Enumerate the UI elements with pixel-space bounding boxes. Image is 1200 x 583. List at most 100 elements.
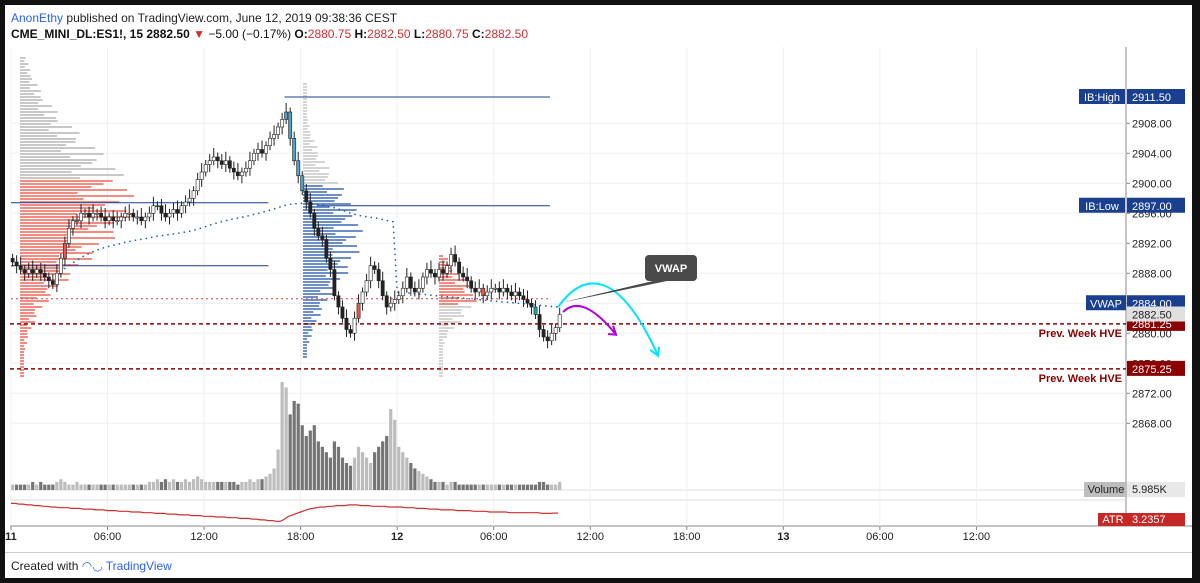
candle-body [219,160,224,165]
volume-bar [147,481,151,490]
candle-body [79,212,83,222]
volume-bar [348,465,353,490]
volume-profile-bar-day1 [20,99,43,101]
volume-profile-bar-day1 [20,276,48,278]
vwap-callout-label: VWAP [655,263,687,275]
volume-profile-bar-day1 [20,174,124,176]
volume-bar [513,484,518,490]
candle-body [107,216,112,222]
volume-bar [236,484,240,490]
volume-profile-bar-day2 [303,356,307,358]
volume-profile-bar-day2 [303,290,321,292]
footer-credit[interactable]: Created with ◠◡ TradingView [11,559,172,573]
volume-profile-bar-day1 [20,354,24,356]
volume-profile-bar-day2 [303,308,322,310]
volume-bar [260,479,264,490]
candle-body [147,212,152,218]
volume-bar [119,484,123,490]
volume-profile-bar-day2 [303,197,339,199]
volume-bar [332,441,337,490]
volume-profile-bar-day1 [20,264,79,266]
volume-profile-bar-day2 [303,344,307,346]
volume-profile-bar-day1 [20,141,76,143]
cyan-forecast-arrow [557,282,659,357]
candle-body [348,329,353,334]
level-tag-label: Prev. Week HVE [1039,328,1122,340]
down-arrow-icon: ▼ [193,27,205,41]
volume-bar [167,481,172,490]
volume-tag-box [1084,482,1128,497]
volume-profile-bar-day2 [303,230,363,232]
volume-bar [35,484,39,490]
y-tick-label: 2872.00 [1132,388,1172,400]
volume-profile-bar-day1 [20,156,71,158]
candle-body [344,317,349,330]
volume-profile-bar-day2 [303,146,318,148]
candle-body [481,287,486,297]
volume-profile-bar-day1 [20,324,28,326]
candle-body [537,314,542,330]
volume-profile-bar-day2 [303,236,356,238]
volume-bar [159,481,164,490]
candle-body [163,212,168,218]
candle-body [183,201,188,207]
candle-body [199,171,204,180]
volume-profile-bar-day2 [303,218,346,220]
candle-body [22,269,27,274]
volume-bar [373,452,377,490]
volume-profile-bar-day1 [20,333,28,335]
candle-body [256,149,260,154]
atr-value-box [1127,513,1185,526]
volume-profile-bar-day3 [439,372,443,374]
volume-bar [99,484,103,490]
volume-bar [489,484,493,490]
publish-info: published on TradingView.com, June 12, 2… [66,11,398,25]
close-label: C: [471,27,485,41]
volume-bar [413,468,417,490]
volume-profile-bar-day2 [303,119,309,121]
volume-profile-bar-day1 [20,96,41,98]
volume-profile-bar-day1 [20,153,104,155]
volume-bar [405,457,409,490]
atr-tag-label: ATR [1102,514,1123,526]
candle-body [171,209,176,214]
volume-bar [192,479,196,490]
candle-body [280,119,285,128]
volume-profile-bar-day1 [20,207,95,209]
volume-bar [441,481,445,490]
volume-bar [75,481,79,490]
candle-body [58,257,63,274]
candle-body [30,269,35,274]
volume-profile-bar-day3 [439,288,464,290]
author-name[interactable]: AnonEthy [11,11,64,25]
high-label: H: [354,27,368,41]
candle-body [392,299,397,304]
volume-profile-bar-day2 [303,113,307,115]
volume-profile-bar-day2 [303,245,357,247]
volume-bar [232,481,236,490]
volume-profile-bar-day1 [20,222,115,224]
volume-profile-bar-day1 [20,171,72,173]
volume-profile-bar-day1 [20,312,35,314]
volume-profile-bar-day1 [20,177,80,179]
candle-body [421,276,425,289]
x-tick-label: 11 [5,531,17,543]
volume-bar [292,400,296,490]
volume-profile-bar-day1 [20,366,24,368]
volume-bar [352,457,357,490]
volume-profile-bar-day1 [20,252,93,254]
volume-bar [224,481,228,490]
volume-profile-bar-day3 [439,267,451,269]
price-chart[interactable]: 2908.002904.002900.002896.002892.002888.… [5,5,1192,552]
volume-bar [457,484,461,490]
volume-profile-bar-day1 [20,90,41,92]
y-tick-label: 2888.00 [1132,268,1172,280]
candle-body [296,160,301,177]
volume-profile-bar-day1 [20,219,80,221]
volume-bar [79,484,83,490]
volume-tag-label: Volume [1088,484,1125,496]
volume-bar [509,484,514,490]
volume-bar [256,479,260,490]
volume-profile-bar-day3 [439,261,445,263]
volume-value-box [1127,482,1185,497]
